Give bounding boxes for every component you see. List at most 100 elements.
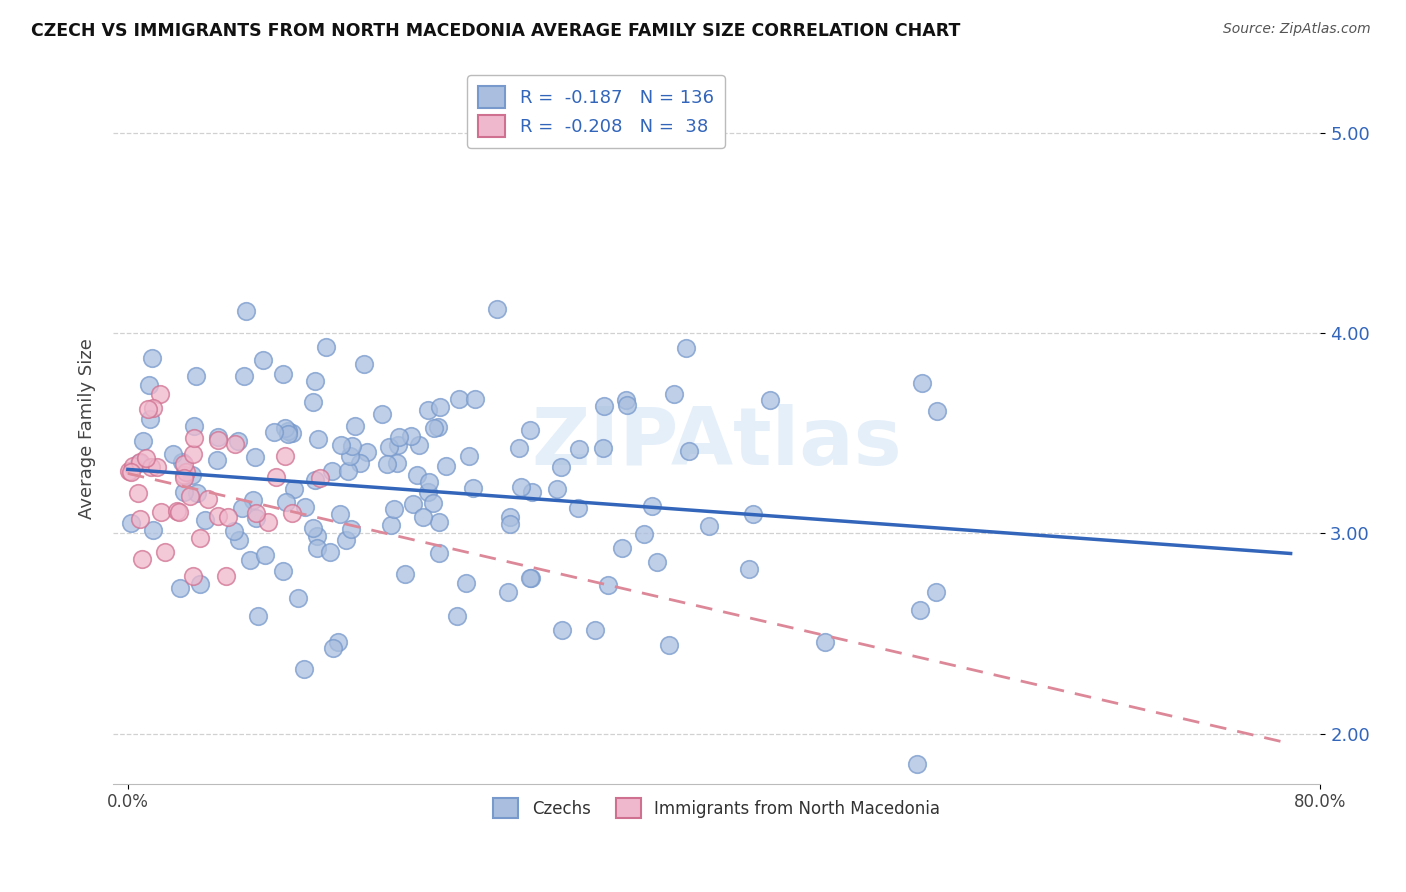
Point	[423, 420, 446, 434]
Point	[120, 516, 142, 530]
Point	[336, 464, 359, 478]
Point	[146, 460, 169, 475]
Point	[925, 404, 948, 418]
Point	[349, 456, 371, 470]
Point	[245, 506, 267, 520]
Point	[378, 440, 401, 454]
Point	[519, 423, 541, 437]
Point	[520, 571, 543, 585]
Point	[385, 456, 408, 470]
Point	[401, 429, 423, 443]
Point	[246, 609, 269, 624]
Point	[546, 482, 568, 496]
Point	[675, 341, 697, 355]
Point	[239, 553, 262, 567]
Point	[120, 465, 142, 479]
Point	[678, 443, 700, 458]
Point	[567, 442, 589, 456]
Point	[382, 502, 405, 516]
Point	[179, 489, 201, 503]
Point	[170, 455, 193, 469]
Point	[162, 447, 184, 461]
Point	[207, 434, 229, 448]
Point	[128, 512, 150, 526]
Point	[173, 467, 195, 482]
Point	[322, 640, 344, 655]
Point	[264, 469, 287, 483]
Point	[274, 449, 297, 463]
Point	[353, 357, 375, 371]
Point	[499, 516, 522, 531]
Point	[173, 471, 195, 485]
Point	[184, 368, 207, 383]
Point	[461, 481, 484, 495]
Point	[464, 392, 486, 407]
Point	[418, 475, 440, 489]
Point	[908, 603, 931, 617]
Point	[194, 513, 217, 527]
Point	[496, 585, 519, 599]
Point	[319, 545, 342, 559]
Point	[446, 609, 468, 624]
Point	[335, 533, 357, 548]
Point	[142, 523, 165, 537]
Point	[181, 467, 204, 482]
Point	[186, 486, 208, 500]
Point	[253, 549, 276, 563]
Point	[139, 412, 162, 426]
Point	[340, 522, 363, 536]
Point	[925, 585, 948, 599]
Point	[583, 623, 606, 637]
Point	[183, 447, 205, 461]
Point	[304, 473, 326, 487]
Point	[616, 398, 638, 412]
Point	[149, 505, 172, 519]
Point	[339, 450, 361, 464]
Point	[645, 555, 668, 569]
Point	[422, 495, 444, 509]
Point	[307, 432, 329, 446]
Point	[274, 421, 297, 435]
Text: CZECH VS IMMIGRANTS FROM NORTH MACEDONIA AVERAGE FAMILY SIZE CORRELATION CHART: CZECH VS IMMIGRANTS FROM NORTH MACEDONIA…	[31, 22, 960, 40]
Point	[292, 662, 315, 676]
Point	[814, 635, 837, 649]
Point	[375, 457, 398, 471]
Point	[287, 591, 309, 605]
Point	[340, 439, 363, 453]
Point	[245, 511, 267, 525]
Point	[304, 374, 326, 388]
Point	[281, 426, 304, 441]
Point	[226, 434, 249, 449]
Point	[434, 458, 457, 473]
Point	[301, 394, 323, 409]
Point	[129, 455, 152, 469]
Point	[592, 442, 614, 456]
Point	[173, 485, 195, 500]
Point	[139, 460, 162, 475]
Point	[662, 386, 685, 401]
Point	[294, 500, 316, 514]
Point	[567, 501, 589, 516]
Point	[614, 393, 637, 408]
Point	[593, 399, 616, 413]
Point	[142, 401, 165, 416]
Point	[174, 466, 197, 480]
Point	[235, 304, 257, 318]
Point	[183, 432, 205, 446]
Point	[371, 407, 394, 421]
Point	[429, 400, 451, 414]
Point	[271, 367, 294, 381]
Point	[277, 427, 299, 442]
Point	[308, 471, 330, 485]
Point	[190, 531, 212, 545]
Point	[456, 576, 478, 591]
Point	[231, 501, 253, 516]
Point	[271, 564, 294, 578]
Point	[485, 301, 508, 316]
Point	[169, 581, 191, 595]
Y-axis label: Average Family Size: Average Family Size	[79, 338, 96, 519]
Point	[118, 464, 141, 478]
Point	[329, 507, 352, 521]
Point	[509, 480, 531, 494]
Point	[281, 506, 304, 520]
